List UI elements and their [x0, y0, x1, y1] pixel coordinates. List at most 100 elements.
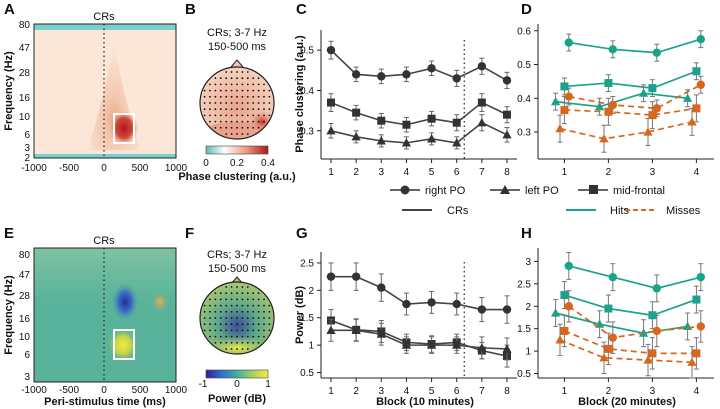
electrode-dot-83: [236, 329, 238, 332]
chart-c-point-0-6: [477, 62, 487, 71]
chart-c-series-line-1: [330, 101, 508, 126]
spectrogram-a-xtick-500: 500: [132, 163, 149, 174]
electrode-dot-58: [241, 102, 244, 104]
spectrogram-e-blue-blob: [111, 282, 139, 322]
electrode-dot-29: [225, 89, 228, 92]
chart-c-point-1-5: [452, 118, 461, 127]
chart-g-xtick-label-5: 6: [454, 386, 460, 397]
chart-c-point-1-4: [427, 114, 436, 123]
electrode-dot-73: [252, 108, 255, 111]
spectrogram-a-frame: [33, 23, 177, 159]
electrode-dot-108: [252, 126, 255, 129]
electrode-dot-5: [214, 77, 217, 80]
legend-mid-frontal-marker: [589, 185, 598, 194]
chart-d-point-4-3: [692, 104, 701, 113]
electrode-dot-95: [236, 120, 238, 123]
chart-h-point-5-2: [643, 355, 653, 364]
chart-g-ytick-label-4: 2.5: [300, 258, 314, 269]
chart-g-ytick-label-3: 2: [308, 286, 314, 297]
electrode-dot-54: [219, 102, 222, 104]
spectrogram-e-ytick-28: 28: [19, 291, 31, 302]
electrode-dot-98: [252, 120, 255, 123]
spectrogram-a-xtick-m500: -500: [59, 163, 79, 174]
spectrogram-a: CRs 80 47 28 16 10 6 3 2 -1000 -500 0 50…: [3, 11, 188, 174]
electrode-dot-20: [241, 298, 244, 301]
electrode-dot-28: [219, 89, 222, 92]
chart-h-series-line-5: [559, 339, 693, 364]
chart-d-point-4-2: [648, 111, 657, 120]
chart-d-ytick-label-0: 0.3: [517, 128, 531, 139]
electrode-dot-90: [209, 335, 211, 338]
chart-h-point-0-2: [652, 284, 661, 293]
electrode-dot-23: [257, 83, 260, 86]
chart-g-series-line-2: [331, 329, 508, 350]
chart-d-point-3-3: [696, 80, 705, 89]
chart-h-point-2-3: [683, 321, 693, 331]
chart-d-point-1-0: [560, 82, 569, 91]
chart-g-point-2-4: [426, 340, 437, 349]
electrode-dot-93: [225, 335, 228, 338]
chart-d-point-5-2: [643, 127, 653, 136]
topomap-b-outline: [199, 66, 275, 140]
electrode-dot-85: [246, 114, 249, 117]
electrode-dot-113: [241, 133, 244, 135]
chart-c-point-2-5: [452, 138, 462, 147]
electrode-dot-16: [219, 298, 222, 301]
chart-h-point-5-0: [555, 335, 565, 344]
electrode-dot-86: [252, 329, 255, 332]
electrode-dot-13: [257, 292, 260, 295]
electrode-dot-4: [246, 71, 249, 73]
electrode-dot-15: [214, 83, 217, 86]
spectrogram-e-xtick-0: 0: [101, 385, 107, 396]
chart-h-series-line-2: [555, 312, 688, 335]
electrode-dot-87: [257, 329, 260, 332]
chart-d-point-1-1: [604, 79, 613, 88]
electrode-dot-112: [236, 133, 238, 135]
topomap-b-colorbar-tick-0: 0: [203, 158, 209, 169]
electrode-dot-22: [252, 298, 255, 301]
chart-c-xtick-label-6: 7: [479, 167, 485, 178]
electrode-dot-107: [246, 126, 249, 129]
chart-g-point-2-2: [376, 329, 386, 338]
electrode-dot-6: [219, 292, 222, 295]
electrode-dot-35: [257, 89, 260, 92]
chart-g-point-0-4: [427, 298, 436, 307]
chart-h-ytick-label-3: 2: [525, 302, 531, 313]
topomap-b-nose: [230, 59, 244, 68]
electrode-dot-34: [252, 304, 255, 307]
electrode-dot-94: [230, 120, 233, 123]
chart-c-point-1-3: [402, 120, 411, 129]
electrode-dot-42: [225, 310, 228, 313]
electrode-dot-31: [236, 89, 238, 92]
chart-c: 0.3 0.4 0.5 1 2 3 4 5 6 7 8: [300, 30, 517, 178]
topomap-b-colorbar-tick-0-4: 0.4: [261, 158, 275, 169]
electrode-dot-36: [263, 304, 265, 307]
chart-g-xtick-label-4: 5: [429, 386, 435, 397]
chart-d-ytick-label-2: 0.5: [517, 60, 531, 71]
electrode-dot-75: [263, 108, 265, 111]
chart-g-ytick-label-2: 1.5: [300, 313, 314, 324]
chart-c-point-2-2: [376, 136, 386, 145]
chart-d-xtick-label-2: 3: [650, 167, 656, 178]
electrode-dot-53: [214, 102, 217, 104]
chart-c-ytick-label-0: 0.3: [300, 126, 314, 137]
chart-h-series-line-4: [564, 330, 697, 355]
electrode-dot-56: [230, 317, 233, 319]
chart-d-point-1-2: [648, 84, 657, 93]
electrode-dot-49: [263, 95, 265, 98]
topomap-b-title-line1: CRs; 3-7 Hz: [207, 27, 267, 39]
electrode-dot-28: [219, 304, 222, 307]
panel-letter-f: F: [185, 225, 194, 242]
electrode-dot-104: [230, 126, 233, 129]
chart-c-point-0-7: [502, 76, 512, 85]
electrode-dot-49: [263, 310, 265, 313]
chart-c-point-0-4: [427, 64, 436, 73]
electrode-dot-86: [252, 114, 255, 117]
electrode-dot-24: [263, 298, 265, 301]
electrode-dot-27: [214, 89, 217, 92]
electrode-dot-96: [241, 335, 244, 338]
spectrogram-e-orange-blob: [150, 290, 170, 314]
electrode-dot-71: [241, 323, 244, 326]
chart-c-ylabel: Phase clustering (a.u.): [294, 35, 306, 153]
chart-g-ylabel: Power (dB): [294, 286, 306, 344]
